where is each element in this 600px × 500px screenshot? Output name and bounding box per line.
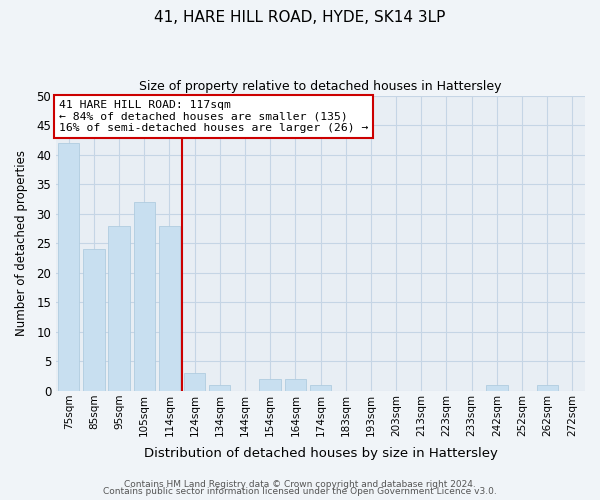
Text: 41 HARE HILL ROAD: 117sqm
← 84% of detached houses are smaller (135)
16% of semi: 41 HARE HILL ROAD: 117sqm ← 84% of detac… xyxy=(59,100,368,133)
Bar xyxy=(486,385,508,391)
Y-axis label: Number of detached properties: Number of detached properties xyxy=(15,150,28,336)
Text: 41, HARE HILL ROAD, HYDE, SK14 3LP: 41, HARE HILL ROAD, HYDE, SK14 3LP xyxy=(154,10,446,25)
Text: Contains HM Land Registry data © Crown copyright and database right 2024.: Contains HM Land Registry data © Crown c… xyxy=(124,480,476,489)
Bar xyxy=(209,385,230,391)
Bar xyxy=(159,226,180,391)
Bar xyxy=(310,385,331,391)
Bar xyxy=(259,379,281,391)
Bar xyxy=(284,379,306,391)
Bar xyxy=(184,374,205,391)
Bar xyxy=(109,226,130,391)
Text: Contains public sector information licensed under the Open Government Licence v3: Contains public sector information licen… xyxy=(103,487,497,496)
Bar xyxy=(58,143,79,391)
Title: Size of property relative to detached houses in Hattersley: Size of property relative to detached ho… xyxy=(139,80,502,93)
Bar xyxy=(83,249,104,391)
Bar xyxy=(134,202,155,391)
Bar xyxy=(536,385,558,391)
X-axis label: Distribution of detached houses by size in Hattersley: Distribution of detached houses by size … xyxy=(143,447,497,460)
